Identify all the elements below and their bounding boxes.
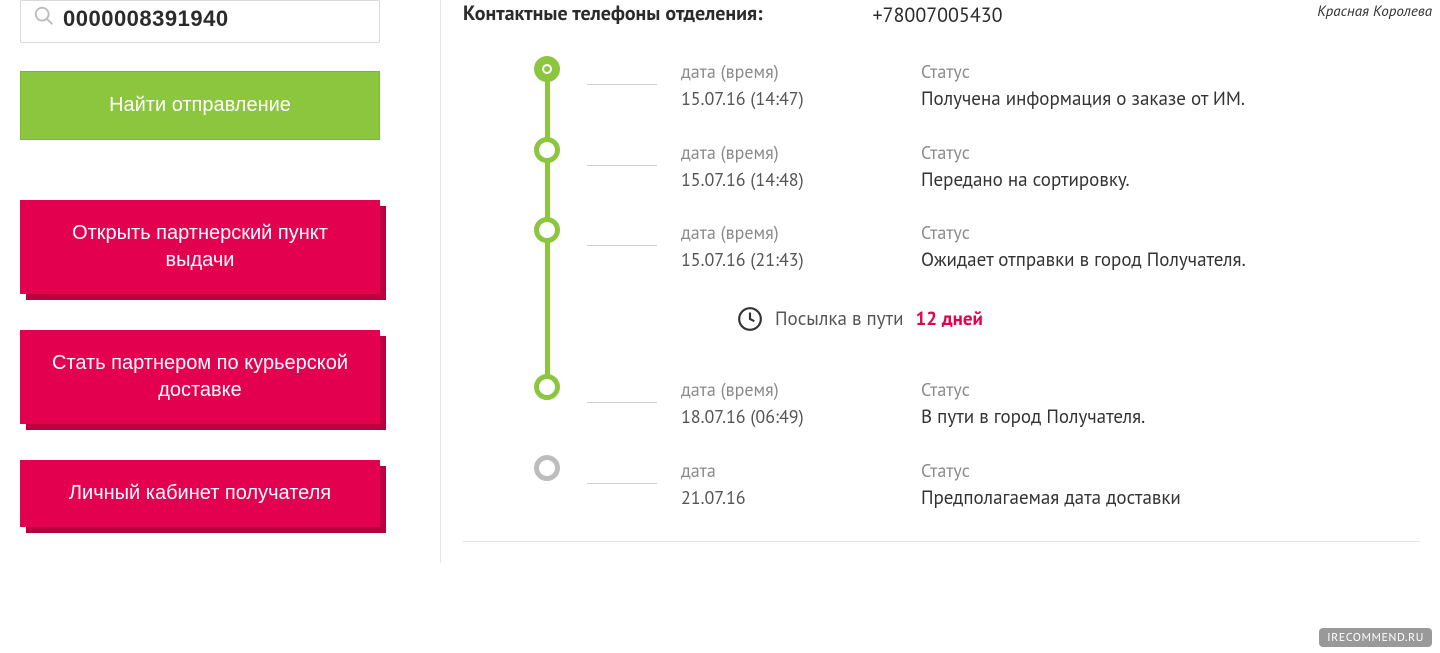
- timeline-date-col: дата (время) 15.07.16 (14:48): [681, 141, 921, 191]
- timeline-status-label: Статус: [921, 459, 1420, 482]
- timeline-row: дата (время) 15.07.16 (14:47)Статус Получе…: [545, 46, 1420, 127]
- timeline-status-col: Статус Ожидает отправки в город Получател…: [921, 221, 1420, 274]
- transit-info: Посылка в пути 12 дней: [737, 306, 983, 332]
- timeline-dash: [587, 84, 657, 85]
- timeline-dash: [587, 165, 657, 166]
- timeline-date-value: 18.07.16 (06:49): [681, 405, 921, 428]
- watermark-top: Красная Королева: [1317, 2, 1432, 21]
- timeline-date-value: 21.07.16: [681, 486, 921, 509]
- timeline-node: [534, 455, 560, 481]
- timeline-date-col: дата (время) 18.07.16 (06:49): [681, 378, 921, 428]
- timeline-date-label: дата (время): [681, 221, 921, 244]
- timeline-status-label: Статус: [921, 60, 1420, 83]
- timeline-date-label: дата (время): [681, 378, 921, 401]
- timeline-status-value: Предполагаемая дата доставки: [921, 486, 1420, 512]
- clock-icon: [737, 306, 763, 332]
- timeline-row: дата (время) 18.07.16 (06:49)Статус В пути…: [545, 364, 1420, 445]
- contact-label: Контактные телефоны отделения:: [463, 0, 763, 26]
- contact-phone: +78007005430: [873, 0, 1003, 28]
- transit-prefix: Посылка в пути: [775, 307, 903, 331]
- timeline-status-value: В пути в город Получателя.: [921, 405, 1420, 431]
- timeline-status-value: Ожидает отправки в город Получателя.: [921, 248, 1420, 274]
- timeline-row: дата (время) 15.07.16 (14:48)Статус Переда…: [545, 127, 1420, 208]
- timeline-dash: [587, 402, 657, 403]
- timeline-status-col: Статус В пути в город Получателя.: [921, 378, 1420, 431]
- search-box[interactable]: [20, 0, 380, 43]
- timeline-status-col: Статус Получена информация о заказе от ИМ…: [921, 60, 1420, 113]
- main-panel: Контактные телефоны отделения: +78007005…: [440, 0, 1420, 563]
- timeline-dash: [587, 245, 657, 246]
- timeline-date-label: дата (время): [681, 141, 921, 164]
- transit-days: 12 дней: [915, 307, 982, 331]
- search-icon: [33, 5, 55, 32]
- tracking-number-input[interactable]: [63, 6, 367, 32]
- timeline-status-col: Статус Передано на сортировку.: [921, 141, 1420, 194]
- timeline-row: дата (время) 15.07.16 (21:43)Статус Ожидае…: [545, 207, 1420, 288]
- timeline-date-col: дата (время) 15.07.16 (21:43): [681, 221, 921, 271]
- watermark-bottom: IRECOMMEND.RU: [1319, 628, 1432, 647]
- timeline-node: [534, 56, 560, 82]
- timeline-dash: [587, 483, 657, 484]
- timeline-date-col: дата 21.07.16: [681, 459, 921, 509]
- timeline-status-label: Статус: [921, 141, 1420, 164]
- main-divider: [463, 541, 1420, 542]
- timeline-date-label: дата: [681, 459, 921, 482]
- timeline-status-value: Передано на сортировку.: [921, 168, 1420, 194]
- timeline: дата (время)15.07.16 (14:47)СтатусПолуче…: [463, 46, 1420, 525]
- timeline-date-value: 15.07.16 (14:48): [681, 168, 921, 191]
- become-courier-partner-button[interactable]: Стать партнером по курьерской доставке: [20, 330, 380, 424]
- contact-row: Контактные телефоны отделения: +78007005…: [463, 0, 1420, 28]
- timeline-status-value: Получена информация о заказе от ИМ.: [921, 87, 1420, 113]
- timeline-date-value: 15.07.16 (14:47): [681, 87, 921, 110]
- timeline-node: [534, 374, 560, 400]
- timeline-date-col: дата (время) 15.07.16 (14:47): [681, 60, 921, 110]
- timeline-row: дата 21.07.16Статус Предполагаемая дата до…: [545, 445, 1420, 526]
- timeline-date-value: 15.07.16 (21:43): [681, 248, 921, 271]
- timeline-node: [534, 217, 560, 243]
- timeline-status-label: Статус: [921, 221, 1420, 244]
- find-shipment-button[interactable]: Найти отправление: [20, 71, 380, 140]
- sidebar: Найти отправление Открыть партнерский пу…: [20, 0, 380, 563]
- open-partner-point-button[interactable]: Открыть партнерский пункт выдачи: [20, 200, 380, 294]
- timeline-transit-row: Посылка в пути 12 дней: [545, 288, 1420, 364]
- recipient-account-button[interactable]: Личный кабинет получателя: [20, 460, 380, 527]
- timeline-status-col: Статус Предполагаемая дата доставки: [921, 459, 1420, 512]
- timeline-status-label: Статус: [921, 378, 1420, 401]
- page: Найти отправление Открыть партнерский пу…: [0, 0, 1440, 563]
- timeline-date-label: дата (время): [681, 60, 921, 83]
- timeline-node: [534, 137, 560, 163]
